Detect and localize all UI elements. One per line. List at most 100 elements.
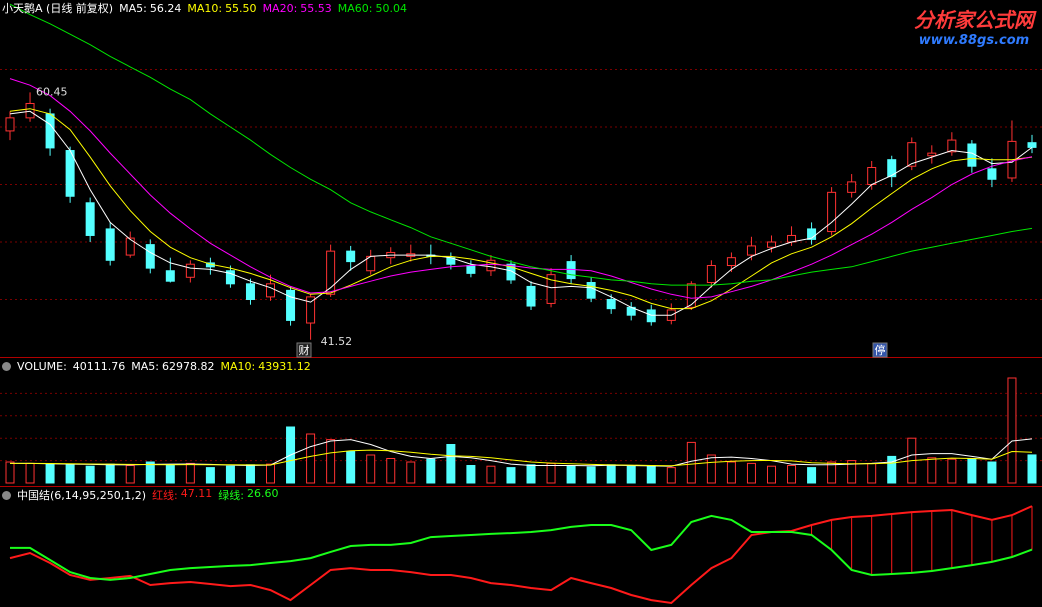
- volume-bar: [5, 461, 15, 484]
- volume-bar: [306, 433, 316, 484]
- header-icon: [2, 490, 11, 500]
- marker-box: [872, 342, 888, 358]
- volume-bar: [65, 464, 75, 484]
- candle-body: [586, 282, 596, 299]
- volume-bar: [987, 461, 997, 484]
- volume-bar: [666, 467, 676, 484]
- volume-bar: [787, 465, 797, 484]
- volume-bar: [145, 461, 155, 484]
- candle-body: [326, 250, 336, 295]
- candle-body: [486, 259, 496, 272]
- candle-body: [1027, 142, 1037, 148]
- volume-bar: [266, 463, 276, 484]
- legend-name: 红线:: [152, 489, 178, 502]
- candle-body: [927, 152, 937, 157]
- legend-name: 绿线:: [218, 489, 244, 502]
- volume-bar: [566, 465, 576, 484]
- legend-entry: MA5: 62978.82: [131, 360, 214, 373]
- volume-bar: [245, 464, 255, 484]
- volume-bar: [486, 465, 496, 484]
- volume-bar: [706, 454, 716, 484]
- volume-bar: [326, 439, 336, 484]
- legend-entry: MA10: 43931.12: [221, 360, 311, 373]
- volume-bar: [726, 461, 736, 484]
- panel-title: VOLUME:: [17, 360, 67, 373]
- candle-body: [25, 102, 35, 119]
- volume-bar: [426, 458, 436, 484]
- volume-bar: [406, 461, 416, 484]
- volume-bar: [867, 462, 877, 484]
- candle-body: [827, 191, 837, 233]
- series-line: [9, 110, 1033, 316]
- series-line: [10, 514, 1033, 581]
- candle-body: [646, 309, 656, 323]
- panel-header: VOLUME: 40111.76 MA5: 62978.82 MA10: 43931.12: [2, 360, 311, 373]
- legend-name: MA5:: [131, 360, 160, 373]
- legend-value: 55.50: [225, 1, 257, 15]
- series-line: [9, 78, 1033, 299]
- legend-value: 26.60: [247, 487, 279, 500]
- candle-body: [987, 168, 997, 180]
- volume-bar: [45, 463, 55, 484]
- volume-bar: [85, 465, 95, 484]
- series-line: [9, 108, 1033, 310]
- candle-body: [286, 289, 296, 321]
- candle-body: [346, 250, 356, 263]
- volume-bar: [827, 461, 837, 484]
- series-line: [9, 3, 1033, 286]
- watermark: 分析家公式网 www.88gs.com: [914, 4, 1034, 48]
- volume-bar: [967, 458, 977, 484]
- legend-entry: MA10: 55.50: [187, 2, 256, 15]
- low-label: 41.52: [321, 335, 353, 348]
- legend-value: 62978.82: [162, 360, 215, 373]
- candle-body: [245, 283, 255, 300]
- volume-bar: [165, 464, 175, 484]
- volume-bar: [185, 462, 195, 484]
- volume-bar: [746, 462, 756, 484]
- candle-body: [867, 167, 877, 186]
- candle-body: [306, 296, 316, 324]
- panel-header: 中国结(6,14,95,250,1,2) 红线: 47.11 绿线: 26.60: [2, 487, 279, 503]
- candle-body: [65, 150, 75, 197]
- legend-name: MA10:: [220, 360, 256, 373]
- volume-bar: [205, 467, 215, 484]
- legend-value: 50.04: [375, 1, 408, 15]
- legend-entry: MA60: 50.04: [338, 2, 407, 15]
- legend-name: MA20:: [262, 1, 298, 15]
- panel-title: 小天鹅A (日线 前复权): [2, 2, 114, 15]
- candle-body: [907, 142, 917, 167]
- volume-bar: [766, 465, 776, 484]
- candle-body: [526, 285, 536, 307]
- candle-body: [546, 274, 556, 304]
- volume-bar: [105, 463, 115, 484]
- volume-bar: [225, 465, 235, 484]
- legend-entry: MA5: 56.24: [119, 2, 181, 15]
- volume-bar: [646, 465, 656, 484]
- volume-bar: [887, 455, 897, 484]
- candle-body: [746, 245, 756, 256]
- volume-bar: [366, 454, 376, 484]
- candle-body: [165, 270, 175, 282]
- candle-body: [266, 283, 276, 298]
- volume-bar: [346, 451, 356, 484]
- volume-bar: [466, 465, 476, 484]
- candle-body: [726, 257, 736, 267]
- candle-body: [686, 283, 696, 308]
- candle-body: [466, 265, 476, 274]
- volume-bar: [125, 465, 135, 484]
- high-label: 60.45: [36, 85, 68, 98]
- marker: 财: [299, 343, 310, 357]
- legend-name: MA60:: [337, 1, 373, 15]
- volume-bar: [847, 460, 857, 484]
- candle-body: [85, 202, 95, 236]
- candle-body: [145, 244, 155, 269]
- legend-entry: MA20: 55.53: [263, 2, 332, 15]
- volume-bar: [807, 467, 817, 484]
- candle-body: [766, 241, 776, 248]
- candle-body: [225, 270, 235, 285]
- candle-body: [606, 299, 616, 310]
- candle-body: [185, 263, 195, 278]
- volume-bar: [947, 458, 957, 484]
